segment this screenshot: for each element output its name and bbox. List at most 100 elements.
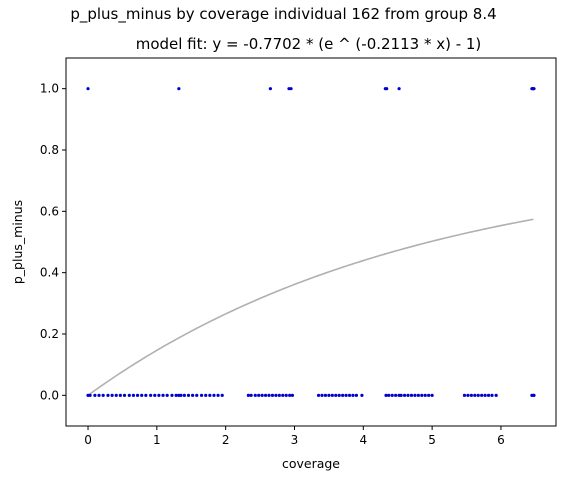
data-point	[208, 393, 212, 397]
y-tick-label: 0.8	[40, 143, 59, 157]
data-point	[246, 393, 250, 397]
data-point	[409, 393, 414, 397]
data-point	[337, 393, 341, 397]
data-point	[199, 393, 204, 397]
y-tick-label: 0.2	[40, 327, 59, 341]
x-tick-label: 2	[222, 433, 230, 447]
data-point	[253, 393, 257, 397]
data-point	[430, 393, 434, 397]
x-tick-label: 3	[291, 433, 299, 447]
data-point	[267, 393, 271, 397]
data-point	[110, 393, 114, 397]
data-point	[195, 393, 199, 397]
data-point	[420, 393, 424, 397]
data-point	[122, 393, 127, 397]
data-point	[385, 87, 389, 91]
data-point	[469, 393, 473, 397]
data-point	[263, 393, 268, 397]
data-point	[490, 393, 494, 397]
data-point	[170, 393, 174, 397]
data-point	[131, 393, 136, 397]
data-point	[403, 393, 407, 397]
data-point	[288, 393, 292, 397]
data-point	[260, 393, 264, 397]
data-point	[281, 393, 285, 397]
data-point	[277, 393, 281, 397]
data-point	[149, 393, 153, 397]
data-point	[153, 393, 157, 397]
x-tick-label: 0	[84, 433, 92, 447]
data-point	[186, 393, 191, 397]
data-point	[394, 393, 398, 397]
data-point	[270, 393, 275, 397]
data-point	[182, 393, 186, 397]
data-point	[486, 393, 491, 397]
data-point	[165, 393, 169, 397]
data-point	[344, 393, 348, 397]
x-axis: 0 1 2 3 4 5 6	[84, 426, 505, 447]
data-point	[473, 393, 477, 397]
data-point	[406, 393, 410, 397]
data-point	[494, 393, 498, 397]
data-point	[144, 393, 148, 397]
data-point	[466, 393, 470, 397]
data-point	[323, 393, 328, 397]
data-point	[532, 393, 536, 397]
data-point	[334, 393, 338, 397]
data-point	[140, 393, 144, 397]
chart-title: p_plus_minus by coverage individual 162 …	[70, 5, 497, 23]
data-point	[462, 393, 467, 397]
data-point	[327, 393, 331, 397]
data-point	[157, 393, 161, 397]
data-point	[347, 393, 352, 397]
data-point	[290, 393, 295, 397]
data-point	[97, 393, 101, 397]
data-point	[351, 393, 355, 397]
data-point	[220, 393, 224, 397]
data-point	[284, 393, 288, 397]
data-point	[480, 393, 484, 397]
y-tick-label: 1.0	[40, 82, 59, 96]
data-point	[399, 393, 403, 397]
data-point	[177, 87, 181, 91]
x-axis-label: coverage	[282, 456, 340, 471]
data-point	[483, 393, 487, 397]
data-point	[416, 393, 420, 397]
data-point	[423, 393, 427, 397]
data-point	[341, 393, 345, 397]
data-point	[88, 393, 92, 397]
data-point	[212, 393, 216, 397]
data-point	[387, 393, 391, 397]
data-point	[174, 393, 178, 397]
x-tick-label: 1	[153, 433, 161, 447]
data-point	[384, 393, 388, 397]
data-point	[532, 87, 536, 91]
data-point	[354, 393, 359, 397]
fit-layer	[87, 218, 534, 396]
points-layer	[86, 87, 536, 397]
data-point	[216, 393, 220, 397]
data-point	[249, 393, 253, 397]
data-point	[135, 393, 140, 397]
data-point	[86, 87, 90, 91]
data-point	[427, 393, 431, 397]
fit-curve	[87, 218, 534, 396]
data-point	[101, 393, 105, 397]
data-point	[360, 393, 364, 397]
data-point	[179, 393, 183, 397]
data-point	[320, 393, 324, 397]
data-point	[191, 393, 195, 397]
y-tick-label: 0.4	[40, 266, 59, 280]
data-point	[257, 393, 261, 397]
plot-area-frame	[65, 57, 557, 427]
data-point	[106, 393, 110, 397]
data-point	[118, 393, 122, 397]
y-tick-label: 0.6	[40, 204, 59, 218]
data-point	[127, 393, 131, 397]
data-point	[268, 87, 272, 91]
x-tick-label: 6	[497, 433, 505, 447]
y-axis: 0.0 0.2 0.4 0.6 0.8 1.0	[40, 82, 66, 402]
data-point	[93, 393, 97, 397]
data-point	[161, 393, 165, 397]
